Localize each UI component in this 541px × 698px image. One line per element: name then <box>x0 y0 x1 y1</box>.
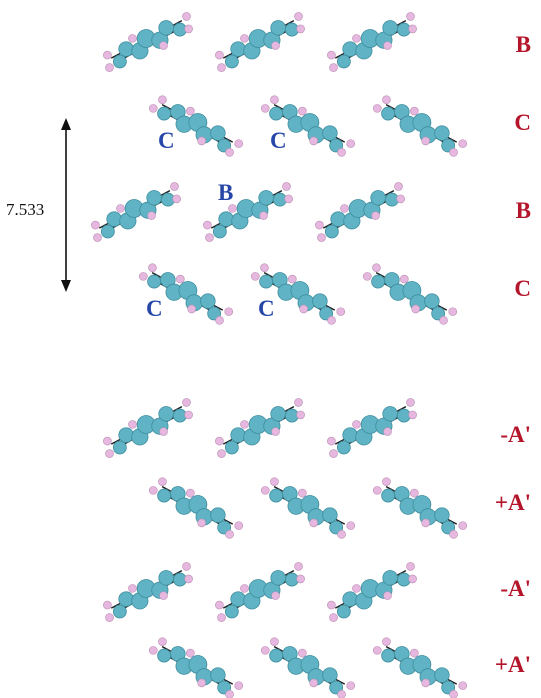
molecule <box>215 398 305 458</box>
molecule <box>372 637 468 698</box>
molecule <box>103 12 193 72</box>
molecule <box>103 562 193 622</box>
row-label-3: B <box>515 198 531 223</box>
molecule-label-1: C <box>158 128 175 153</box>
molecule-label-5: C <box>258 296 275 321</box>
molecule <box>327 12 417 72</box>
molecule <box>327 398 417 458</box>
row-label-6: +A' <box>494 490 531 515</box>
row-label-5: -A' <box>500 422 531 447</box>
row-label-2: C <box>514 110 531 135</box>
molecule <box>215 12 305 72</box>
molecule <box>362 263 458 325</box>
row-label-1: B <box>515 32 531 57</box>
molecule <box>148 95 244 157</box>
molecule <box>148 637 244 698</box>
molecule <box>260 95 356 157</box>
molecule <box>327 562 417 622</box>
row-label-7: -A' <box>500 576 531 601</box>
molecule <box>138 263 234 325</box>
molecule-label-3: B <box>218 180 234 205</box>
molecule <box>91 182 181 242</box>
spacing-arrow <box>61 118 71 292</box>
molecule <box>315 182 405 242</box>
molecule-label-2: C <box>270 128 287 153</box>
molecule <box>372 477 468 539</box>
molecule-label-4: C <box>146 296 163 321</box>
molecule <box>250 263 346 325</box>
spacing-label: 7.533 <box>6 200 45 219</box>
molecule <box>260 477 356 539</box>
molecule <box>260 637 356 698</box>
row-label-8: +A' <box>494 652 531 677</box>
molecule <box>372 95 468 157</box>
row-label-4: C <box>514 276 531 301</box>
molecule <box>148 477 244 539</box>
molecule <box>203 182 293 242</box>
molecule <box>103 398 193 458</box>
molecule <box>215 562 305 622</box>
